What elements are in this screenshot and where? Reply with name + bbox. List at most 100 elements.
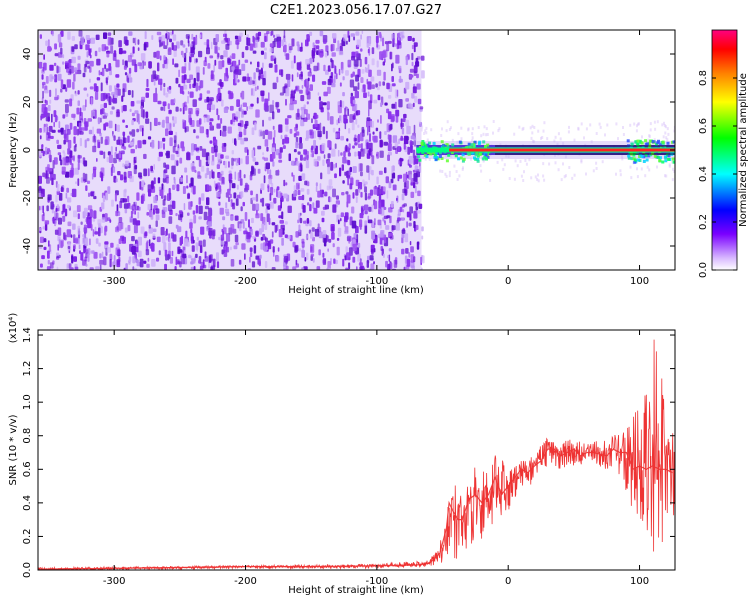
heatmap-cell xyxy=(414,165,418,172)
heatmap-cell xyxy=(147,136,152,140)
heatmap-cell xyxy=(354,151,357,157)
signal-blob xyxy=(630,142,634,146)
heatmap-cell xyxy=(346,138,349,142)
heatmap-cell xyxy=(336,119,339,126)
heatmap-cell xyxy=(176,184,180,192)
heatmap-cell xyxy=(83,207,88,216)
heatmap-cell xyxy=(251,261,256,268)
heatmap-cell xyxy=(360,48,363,52)
heatmap-cell xyxy=(47,132,51,139)
heatmap-cell xyxy=(127,225,131,232)
heatmap-cell xyxy=(89,78,91,83)
heatmap-cell xyxy=(192,185,196,195)
heatmap-cell xyxy=(239,178,243,186)
heatmap-cell xyxy=(48,46,52,50)
heatmap-cell xyxy=(64,234,67,241)
signal-blob xyxy=(634,140,638,144)
heatmap-cell xyxy=(619,173,622,177)
heatmap-cell xyxy=(71,56,76,64)
heatmap-cell xyxy=(44,173,49,179)
heatmap-cell xyxy=(265,208,268,214)
heatmap-cell xyxy=(39,205,41,211)
heatmap-cell xyxy=(273,34,275,38)
heatmap-cell xyxy=(172,34,177,41)
heatmap-cell xyxy=(75,143,77,148)
heatmap-cell xyxy=(364,220,368,227)
heatmap-cell xyxy=(54,229,59,235)
heatmap-cell xyxy=(182,246,186,251)
heatmap-cell xyxy=(313,65,318,72)
snr-x-tick-label: 100 xyxy=(630,576,649,587)
heatmap-cell xyxy=(309,197,312,202)
heatmap-cell xyxy=(289,46,293,51)
heatmap-cell xyxy=(199,126,204,134)
heatmap-cell xyxy=(181,66,186,74)
heatmap-cell xyxy=(546,137,549,141)
heatmap-cell xyxy=(99,253,102,259)
heatmap-cell xyxy=(386,190,389,199)
heatmap-cell xyxy=(364,56,368,65)
heatmap-cell xyxy=(89,86,94,90)
heatmap-cell xyxy=(264,35,267,42)
signal-blob xyxy=(426,143,430,147)
heatmap-cell xyxy=(284,87,290,97)
heatmap-cell xyxy=(162,137,166,142)
heatmap-cell xyxy=(227,126,232,134)
heatmap-cell xyxy=(141,96,146,103)
signal-blob xyxy=(645,158,649,162)
heatmap-cell xyxy=(102,195,106,203)
heatmap-cell xyxy=(377,219,382,226)
heatmap-cell xyxy=(445,154,448,157)
heatmap-cell xyxy=(88,129,93,135)
heatmap-cell xyxy=(319,183,322,190)
signal-blob xyxy=(473,156,476,160)
heatmap-cell xyxy=(382,240,385,245)
heatmap-cell xyxy=(79,131,84,135)
heatmap-cell xyxy=(46,205,49,212)
heatmap-cell xyxy=(300,188,305,192)
heatmap-cell xyxy=(209,140,213,144)
heatmap-cell xyxy=(331,148,336,157)
heatmap-cell xyxy=(181,235,183,245)
heatmap-cell xyxy=(77,63,81,72)
heatmap-cell xyxy=(284,83,288,89)
heatmap-cell xyxy=(419,106,424,110)
heatmap-cell xyxy=(90,250,95,254)
heatmap-cell xyxy=(273,197,277,204)
heatmap-cell xyxy=(306,101,309,105)
heatmap-cell xyxy=(95,34,100,40)
signal-blob xyxy=(481,157,485,161)
heatmap-cell xyxy=(391,103,396,109)
heatmap-cell xyxy=(105,122,109,127)
heatmap-cell xyxy=(199,245,203,253)
heatmap-cell xyxy=(51,217,55,222)
heatmap-cell xyxy=(455,170,458,173)
heatmap-cell xyxy=(89,267,94,270)
heatmap-cell xyxy=(406,221,408,228)
heatmap-cell xyxy=(252,203,256,211)
heatmap-cell xyxy=(298,224,301,233)
heatmap-cell xyxy=(41,214,45,222)
heatmap-cell xyxy=(393,259,398,268)
heatmap-cell xyxy=(137,236,142,246)
heatmap-cell xyxy=(369,133,371,142)
heatmap-cell xyxy=(189,55,192,63)
heatmap-cell xyxy=(237,122,242,127)
heatmap-cell xyxy=(411,61,414,67)
heatmap-cell xyxy=(230,224,235,233)
heatmap-cell xyxy=(127,55,132,63)
heatmap-cell xyxy=(391,165,394,174)
heatmap-cell xyxy=(401,127,405,135)
heatmap-cell xyxy=(265,203,269,207)
heatmap-cell xyxy=(371,230,375,240)
heatmap-cell xyxy=(107,32,112,36)
heatmap-cell xyxy=(49,89,52,97)
heatmap-cell xyxy=(300,154,303,161)
heatmap-cell xyxy=(172,58,174,65)
heatmap-cell xyxy=(323,64,326,72)
heatmap-cell xyxy=(250,88,255,97)
heatmap-cell xyxy=(58,42,63,48)
heatmap-cell xyxy=(320,49,324,54)
heatmap-cell xyxy=(195,242,199,251)
heatmap-cell xyxy=(291,74,294,82)
